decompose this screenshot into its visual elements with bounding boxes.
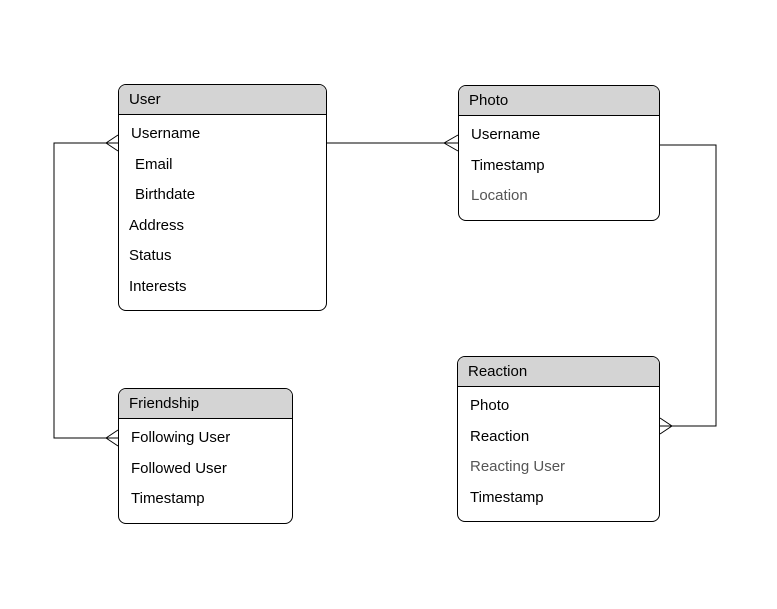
connector-user-photo bbox=[327, 135, 458, 151]
entity-user-title: User bbox=[129, 91, 161, 108]
attr-photo-username: Username bbox=[469, 120, 649, 151]
attr-reaction-timestamp: Timestamp bbox=[468, 483, 649, 514]
entity-friendship: Friendship Following User Followed User … bbox=[118, 388, 293, 524]
attr-user-address: Address bbox=[129, 211, 316, 242]
attr-user-status: Status bbox=[129, 241, 316, 272]
entity-photo-body: Username Timestamp Location bbox=[459, 116, 659, 220]
attr-user-email: Email bbox=[129, 150, 316, 181]
entity-reaction-body: Photo Reaction Reacting User Timestamp bbox=[458, 387, 659, 521]
entity-user-header: User bbox=[119, 85, 326, 115]
entity-photo-header: Photo bbox=[459, 86, 659, 116]
er-diagram-canvas: User Username Email Birthdate Address St… bbox=[0, 0, 777, 609]
connector-user-friendship bbox=[54, 135, 118, 446]
entity-reaction-header: Reaction bbox=[458, 357, 659, 387]
entity-reaction-title: Reaction bbox=[468, 363, 527, 380]
attr-user-birthdate: Birthdate bbox=[129, 180, 316, 211]
attr-reaction-reactinguser: Reacting User bbox=[468, 452, 649, 483]
attr-user-interests: Interests bbox=[129, 272, 316, 303]
entity-reaction: Reaction Photo Reaction Reacting User Ti… bbox=[457, 356, 660, 522]
attr-friendship-followed: Followed User bbox=[129, 454, 282, 485]
attr-photo-location: Location bbox=[469, 181, 649, 212]
entity-friendship-body: Following User Followed User Timestamp bbox=[119, 419, 292, 523]
attr-user-username: Username bbox=[129, 119, 316, 150]
entity-user-body: Username Email Birthdate Address Status … bbox=[119, 115, 326, 310]
entity-friendship-title: Friendship bbox=[129, 395, 199, 412]
connector-photo-reaction bbox=[660, 145, 716, 434]
connector-layer bbox=[0, 0, 777, 609]
entity-user: User Username Email Birthdate Address St… bbox=[118, 84, 327, 311]
entity-photo-title: Photo bbox=[469, 92, 508, 109]
attr-friendship-following: Following User bbox=[129, 423, 282, 454]
attr-friendship-timestamp: Timestamp bbox=[129, 484, 282, 515]
attr-photo-timestamp: Timestamp bbox=[469, 151, 649, 182]
attr-reaction-photo: Photo bbox=[468, 391, 649, 422]
attr-reaction-reaction: Reaction bbox=[468, 422, 649, 453]
entity-friendship-header: Friendship bbox=[119, 389, 292, 419]
entity-photo: Photo Username Timestamp Location bbox=[458, 85, 660, 221]
